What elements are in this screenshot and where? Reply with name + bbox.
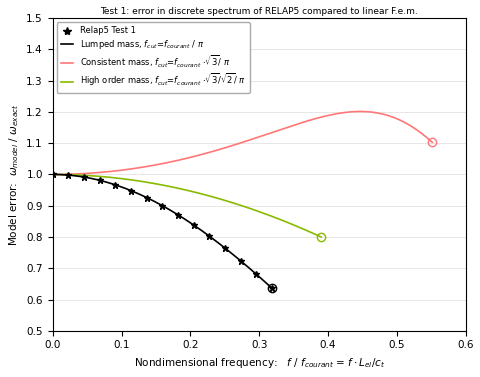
Title: Test 1: error in discrete spectrum of RELAP5 compared to linear F.e.m.: Test 1: error in discrete spectrum of RE… bbox=[100, 7, 417, 16]
Legend: Relap5 Test 1, Lumped mass, $f_{cut}$=$f_{courant}$ / $\pi$, Consistent mass, $f: Relap5 Test 1, Lumped mass, $f_{cut}$=$f… bbox=[57, 22, 250, 93]
X-axis label: Nondimensional frequency:   $f$ / $f_{courant}$ = $f \cdot L_{el}$/$c_t$: Nondimensional frequency: $f$ / $f_{cour… bbox=[133, 356, 384, 370]
Y-axis label: Model error:  $\omega_{model}$ / $\omega_{exact}$: Model error: $\omega_{model}$ / $\omega_… bbox=[7, 103, 21, 246]
